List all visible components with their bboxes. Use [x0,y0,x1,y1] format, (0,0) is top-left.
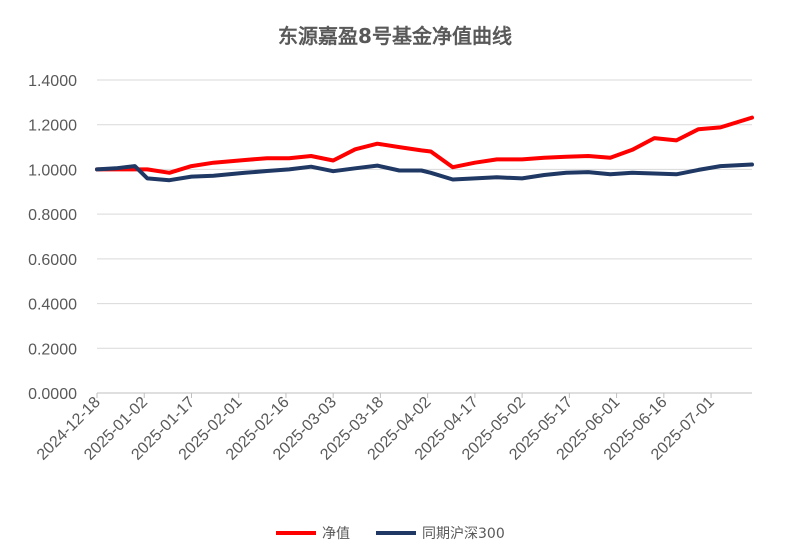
y-tick-label: 1.4000 [28,73,77,90]
y-tick-label: 0.2000 [28,341,77,358]
y-axis-ticks: 0.0000 0.2000 0.4000 0.6000 0.8000 1.0000 1.20… [28,73,77,403]
y-tick-label: 1.2000 [28,118,77,135]
series-line-nav [95,115,754,175]
y-tick-label: 0.0000 [28,386,77,403]
series-line-csi300 [95,162,754,183]
chart-title: 东源嘉盈8号基金净值曲线 [278,24,512,48]
legend: 净值 同期沪深300 [276,526,505,542]
series-lines [95,115,754,183]
y-tick-label: 0.6000 [28,252,77,269]
gridlines [97,79,752,394]
legend-label-csi300: 同期沪深300 [422,526,505,542]
y-tick-label: 0.8000 [28,207,77,224]
y-tick-label: 1.0000 [28,162,77,179]
x-axis-ticks: 2024-12-182025-01-022025-01-172025-02-01… [34,393,718,464]
legend-label-nav: 净值 [322,526,350,542]
y-tick-label: 0.4000 [28,297,77,314]
